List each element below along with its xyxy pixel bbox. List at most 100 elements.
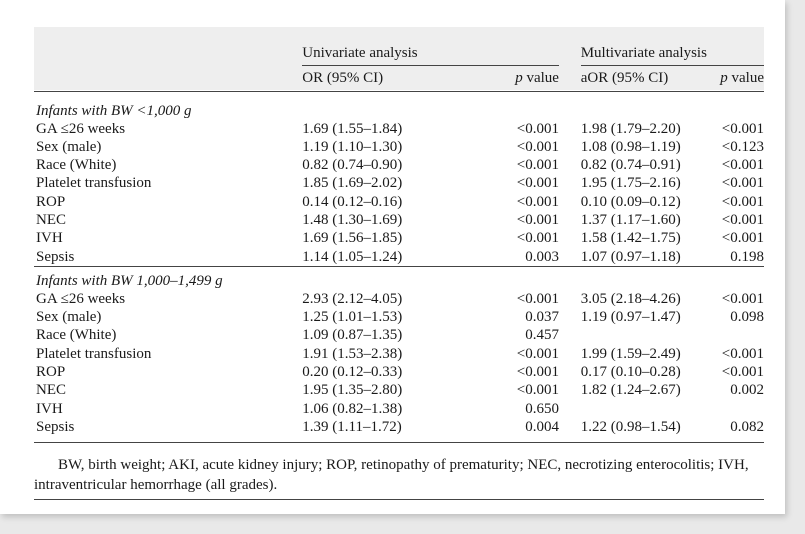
- aor-value: 1.99 (1.59–2.49): [580, 345, 681, 362]
- table-footnote: BW, birth weight; AKI, acute kidney inju…: [34, 457, 749, 493]
- or-value: 1.69 (1.56–1.85): [302, 230, 403, 247]
- variable-label: IVH: [36, 230, 63, 247]
- or-value: 1.19 (1.10–1.30): [302, 138, 403, 155]
- table-row: IVH 1.06 (0.82–1.38) 0.650: [34, 400, 764, 418]
- p-value-univariate: 0.004: [525, 418, 559, 435]
- p-value-univariate: 0.037: [525, 309, 559, 326]
- aor-value: 1.08 (0.98–1.19): [580, 138, 681, 155]
- variable-label: ROP: [36, 364, 66, 381]
- p-value-multivariate: <0.001: [721, 290, 764, 307]
- section-title-row: Infants with BW <1,000 g: [34, 91, 764, 120]
- variable-label: Sex (male): [36, 309, 102, 326]
- table-row: ROP 0.14 (0.12–0.16) <0.001 0.10 (0.09–0.12…: [34, 193, 764, 211]
- aor-value: 1.07 (0.97–1.18): [580, 248, 681, 265]
- p-value-univariate: 0.650: [525, 400, 559, 417]
- table-end-rule: [34, 436, 764, 444]
- table-row: IVH 1.69 (1.56–1.85) <0.001 1.58 (1.42–1.75…: [34, 229, 764, 247]
- aor-column-header: aOR (95% CI): [580, 65, 721, 92]
- aor-value: 1.22 (0.98–1.54): [580, 418, 681, 435]
- variable-label: Race (White): [36, 157, 117, 174]
- p-value-univariate: <0.001: [516, 157, 559, 174]
- aor-value: 0.82 (0.74–0.91): [580, 157, 681, 174]
- aor-value: 1.58 (1.42–1.75): [580, 230, 681, 247]
- p-value-multivariate: <0.001: [721, 120, 764, 137]
- p-value-univariate: <0.001: [516, 345, 559, 362]
- aor-value: 0.17 (0.10–0.28): [580, 364, 681, 381]
- p-value-header-univariate: p value: [461, 65, 559, 92]
- variable-label: Platelet transfusion: [36, 345, 152, 362]
- table-row: ROP 0.20 (0.12–0.33) <0.001 0.17 (0.10–0.28…: [34, 363, 764, 381]
- table-row: Platelet transfusion 1.91 (1.53–2.38) <0.0…: [34, 345, 764, 363]
- p-value-univariate: <0.001: [516, 290, 559, 307]
- table-row: Sex (male) 1.19 (1.10–1.30) <0.001 1.08 (0.…: [34, 138, 764, 156]
- multivariate-header: Multivariate analysis: [580, 27, 764, 66]
- aor-value: 1.98 (1.79–2.20): [580, 120, 681, 137]
- variable-label: Platelet transfusion: [36, 175, 152, 192]
- variable-label: Sepsis: [36, 248, 75, 265]
- variable-label: GA ≤26 weeks: [36, 120, 126, 137]
- table-row: NEC 1.95 (1.35–2.80) <0.001 1.82 (1.24–2.67…: [34, 381, 764, 399]
- table-row: Platelet transfusion 1.85 (1.69–2.02) <0.0…: [34, 174, 764, 192]
- p-value-multivariate: <0.001: [721, 175, 764, 192]
- p-value-multivariate: <0.001: [721, 157, 764, 174]
- or-value: 1.09 (0.87–1.35): [302, 327, 403, 344]
- p-value-multivariate: <0.001: [721, 211, 764, 228]
- or-value: 1.69 (1.55–1.84): [302, 120, 403, 137]
- table-row: Sepsis 1.14 (1.05–1.24) 0.003 1.07 (0.97–1.…: [34, 248, 764, 267]
- p-value-multivariate: <0.001: [721, 193, 764, 210]
- p-value-multivariate: [720, 400, 764, 418]
- p-value-multivariate: <0.001: [721, 364, 764, 381]
- p-value-univariate: <0.001: [516, 230, 559, 247]
- header-row-groups: Univariate analysis Multivariate analysi…: [34, 27, 764, 66]
- aor-value: 1.37 (1.17–1.60): [580, 211, 681, 228]
- section-divider: [34, 266, 764, 267]
- aor-value: 0.10 (0.09–0.12): [580, 193, 681, 210]
- aor-value: 1.82 (1.24–2.67): [580, 382, 681, 399]
- p-value-univariate: <0.001: [516, 138, 559, 155]
- or-value: 1.14 (1.05–1.24): [302, 248, 403, 265]
- aor-value: 1.19 (0.97–1.47): [580, 309, 681, 326]
- or-value: 2.93 (2.12–4.05): [302, 290, 403, 307]
- p-value-univariate: 0.003: [525, 248, 559, 265]
- variable-label: ROP: [36, 193, 66, 210]
- table-row: GA ≤26 weeks 2.93 (2.12–4.05) <0.001 3.05 (…: [34, 290, 764, 308]
- p-value-multivariate: <0.123: [721, 138, 764, 155]
- or-value: 0.82 (0.74–0.90): [302, 157, 403, 174]
- table-row: NEC 1.48 (1.30–1.69) <0.001 1.37 (1.17–1.60…: [34, 211, 764, 229]
- or-value: 1.91 (1.53–2.38): [302, 345, 403, 362]
- or-column-header: OR (95% CI): [302, 65, 462, 92]
- p-value-multivariate: 0.082: [730, 418, 764, 435]
- or-value: 1.48 (1.30–1.69): [302, 211, 403, 228]
- variable-label: NEC: [36, 211, 66, 228]
- univariate-header: Univariate analysis: [302, 27, 559, 66]
- header-row-columns: OR (95% CI) p value aOR (95% CI) p value: [34, 65, 764, 92]
- aor-value: 1.95 (1.75–2.16): [580, 175, 681, 192]
- variable-label: Sepsis: [36, 418, 75, 435]
- or-value: 1.95 (1.35–2.80): [302, 382, 403, 399]
- variable-label: NEC: [36, 382, 66, 399]
- table-row: Sex (male) 1.25 (1.01–1.53) 0.037 1.19 (0.9…: [34, 308, 764, 326]
- variable-label: IVH: [36, 400, 63, 417]
- p-value-multivariate: <0.001: [721, 345, 764, 362]
- p-value-univariate: <0.001: [516, 364, 559, 381]
- or-value: 1.39 (1.11–1.72): [302, 418, 402, 435]
- table-row: Race (White) 0.82 (0.74–0.90) <0.001 0.82 (…: [34, 156, 764, 174]
- table-row: GA ≤26 weeks 1.69 (1.55–1.84) <0.001 1.98 (…: [34, 120, 764, 138]
- variable-label: Race (White): [36, 327, 117, 344]
- or-value: 1.25 (1.01–1.53): [302, 309, 403, 326]
- p-value-header-multivariate: p value: [720, 65, 764, 92]
- p-value-univariate: 0.457: [525, 327, 559, 344]
- aor-value: [581, 326, 721, 344]
- section-title: Infants with BW <1,000 g: [36, 102, 192, 119]
- section-title-row: Infants with BW 1,000–1,499 g: [34, 267, 764, 290]
- bottom-rule: [34, 499, 764, 500]
- or-value: 1.06 (0.82–1.38): [302, 400, 403, 417]
- p-value-univariate: <0.001: [516, 382, 559, 399]
- p-value-univariate: <0.001: [516, 193, 559, 210]
- results-table: Univariate analysis Multivariate analysi…: [34, 27, 764, 444]
- p-value-univariate: <0.001: [516, 211, 559, 228]
- p-value-multivariate: 0.198: [730, 248, 764, 265]
- p-value-univariate: <0.001: [516, 120, 559, 137]
- table-row: Race (White) 1.09 (0.87–1.35) 0.457: [34, 326, 764, 344]
- p-value-univariate: <0.001: [516, 175, 559, 192]
